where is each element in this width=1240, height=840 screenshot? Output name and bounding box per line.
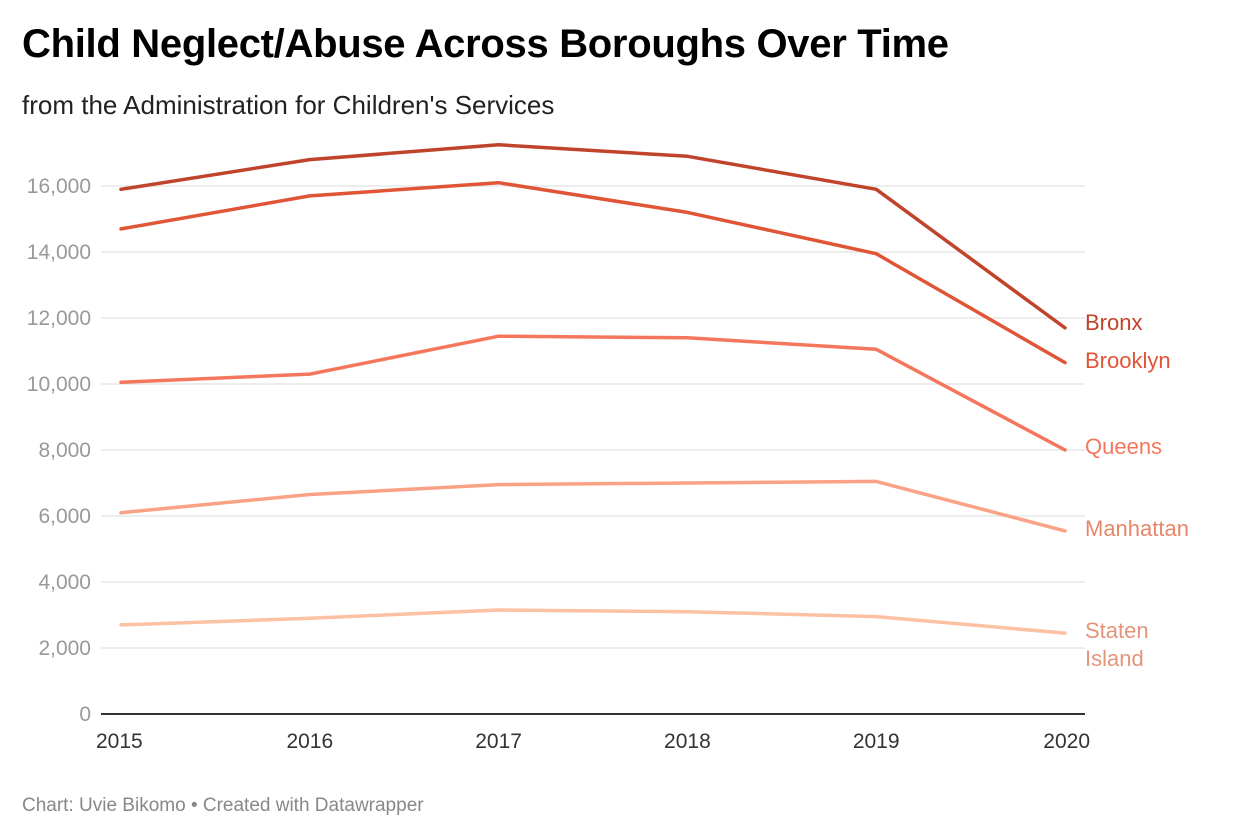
series-line-manhattan bbox=[119, 479, 1067, 533]
series-label-queens: Queens bbox=[1085, 434, 1162, 459]
series-label-line: Queens bbox=[1085, 434, 1162, 459]
y-tick-label: 2,000 bbox=[38, 637, 91, 660]
series-line-bronx bbox=[119, 143, 1067, 330]
x-tick-label: 2020 bbox=[1043, 730, 1090, 753]
y-tick-label: 8,000 bbox=[38, 439, 91, 462]
series-label-line: Island bbox=[1085, 646, 1144, 671]
series-line-queens bbox=[119, 334, 1067, 452]
x-tick-label: 2017 bbox=[475, 730, 522, 753]
series-label-line: Bronx bbox=[1085, 310, 1142, 335]
series-label-bronx: Bronx bbox=[1085, 310, 1142, 335]
x-tick-label: 2019 bbox=[853, 730, 900, 753]
series-label-line: Manhattan bbox=[1085, 516, 1189, 541]
x-axis-ticks: 2015 2016 2017 2018 2019 2020 bbox=[96, 730, 1090, 753]
y-tick-label: 0 bbox=[79, 703, 91, 726]
series-label-staten-island: Staten Island bbox=[1085, 618, 1149, 671]
chart-subtitle: from the Administration for Children's S… bbox=[22, 90, 555, 120]
x-tick-label: 2015 bbox=[96, 730, 143, 753]
y-tick-label: 12,000 bbox=[27, 307, 91, 330]
series-line-staten-island bbox=[119, 608, 1067, 635]
x-tick-label: 2016 bbox=[286, 730, 333, 753]
series-labels: Bronx Brooklyn Queens Manhattan Staten Island bbox=[1085, 310, 1189, 671]
y-axis-ticks: 0 2,000 4,000 6,000 8,000 10,000 12,000 14,000 1… bbox=[27, 175, 91, 726]
series-label-manhattan: Manhattan bbox=[1085, 516, 1189, 541]
series-lines bbox=[119, 143, 1067, 635]
y-tick-label: 10,000 bbox=[27, 373, 91, 396]
series-line-brooklyn bbox=[119, 180, 1067, 365]
y-tick-label: 6,000 bbox=[38, 505, 91, 528]
chart-credit: Chart: Uvie Bikomo • Created with Datawr… bbox=[22, 795, 424, 816]
y-tick-label: 14,000 bbox=[27, 241, 91, 264]
chart-title: Child Neglect/Abuse Across Boroughs Over… bbox=[22, 22, 949, 66]
y-tick-label: 16,000 bbox=[27, 175, 91, 198]
x-tick-label: 2018 bbox=[664, 730, 711, 753]
y-tick-label: 4,000 bbox=[38, 571, 91, 594]
series-label-brooklyn: Brooklyn bbox=[1085, 348, 1171, 373]
series-label-line: Brooklyn bbox=[1085, 348, 1171, 373]
series-label-line: Staten bbox=[1085, 618, 1149, 643]
gridlines bbox=[101, 185, 1085, 715]
